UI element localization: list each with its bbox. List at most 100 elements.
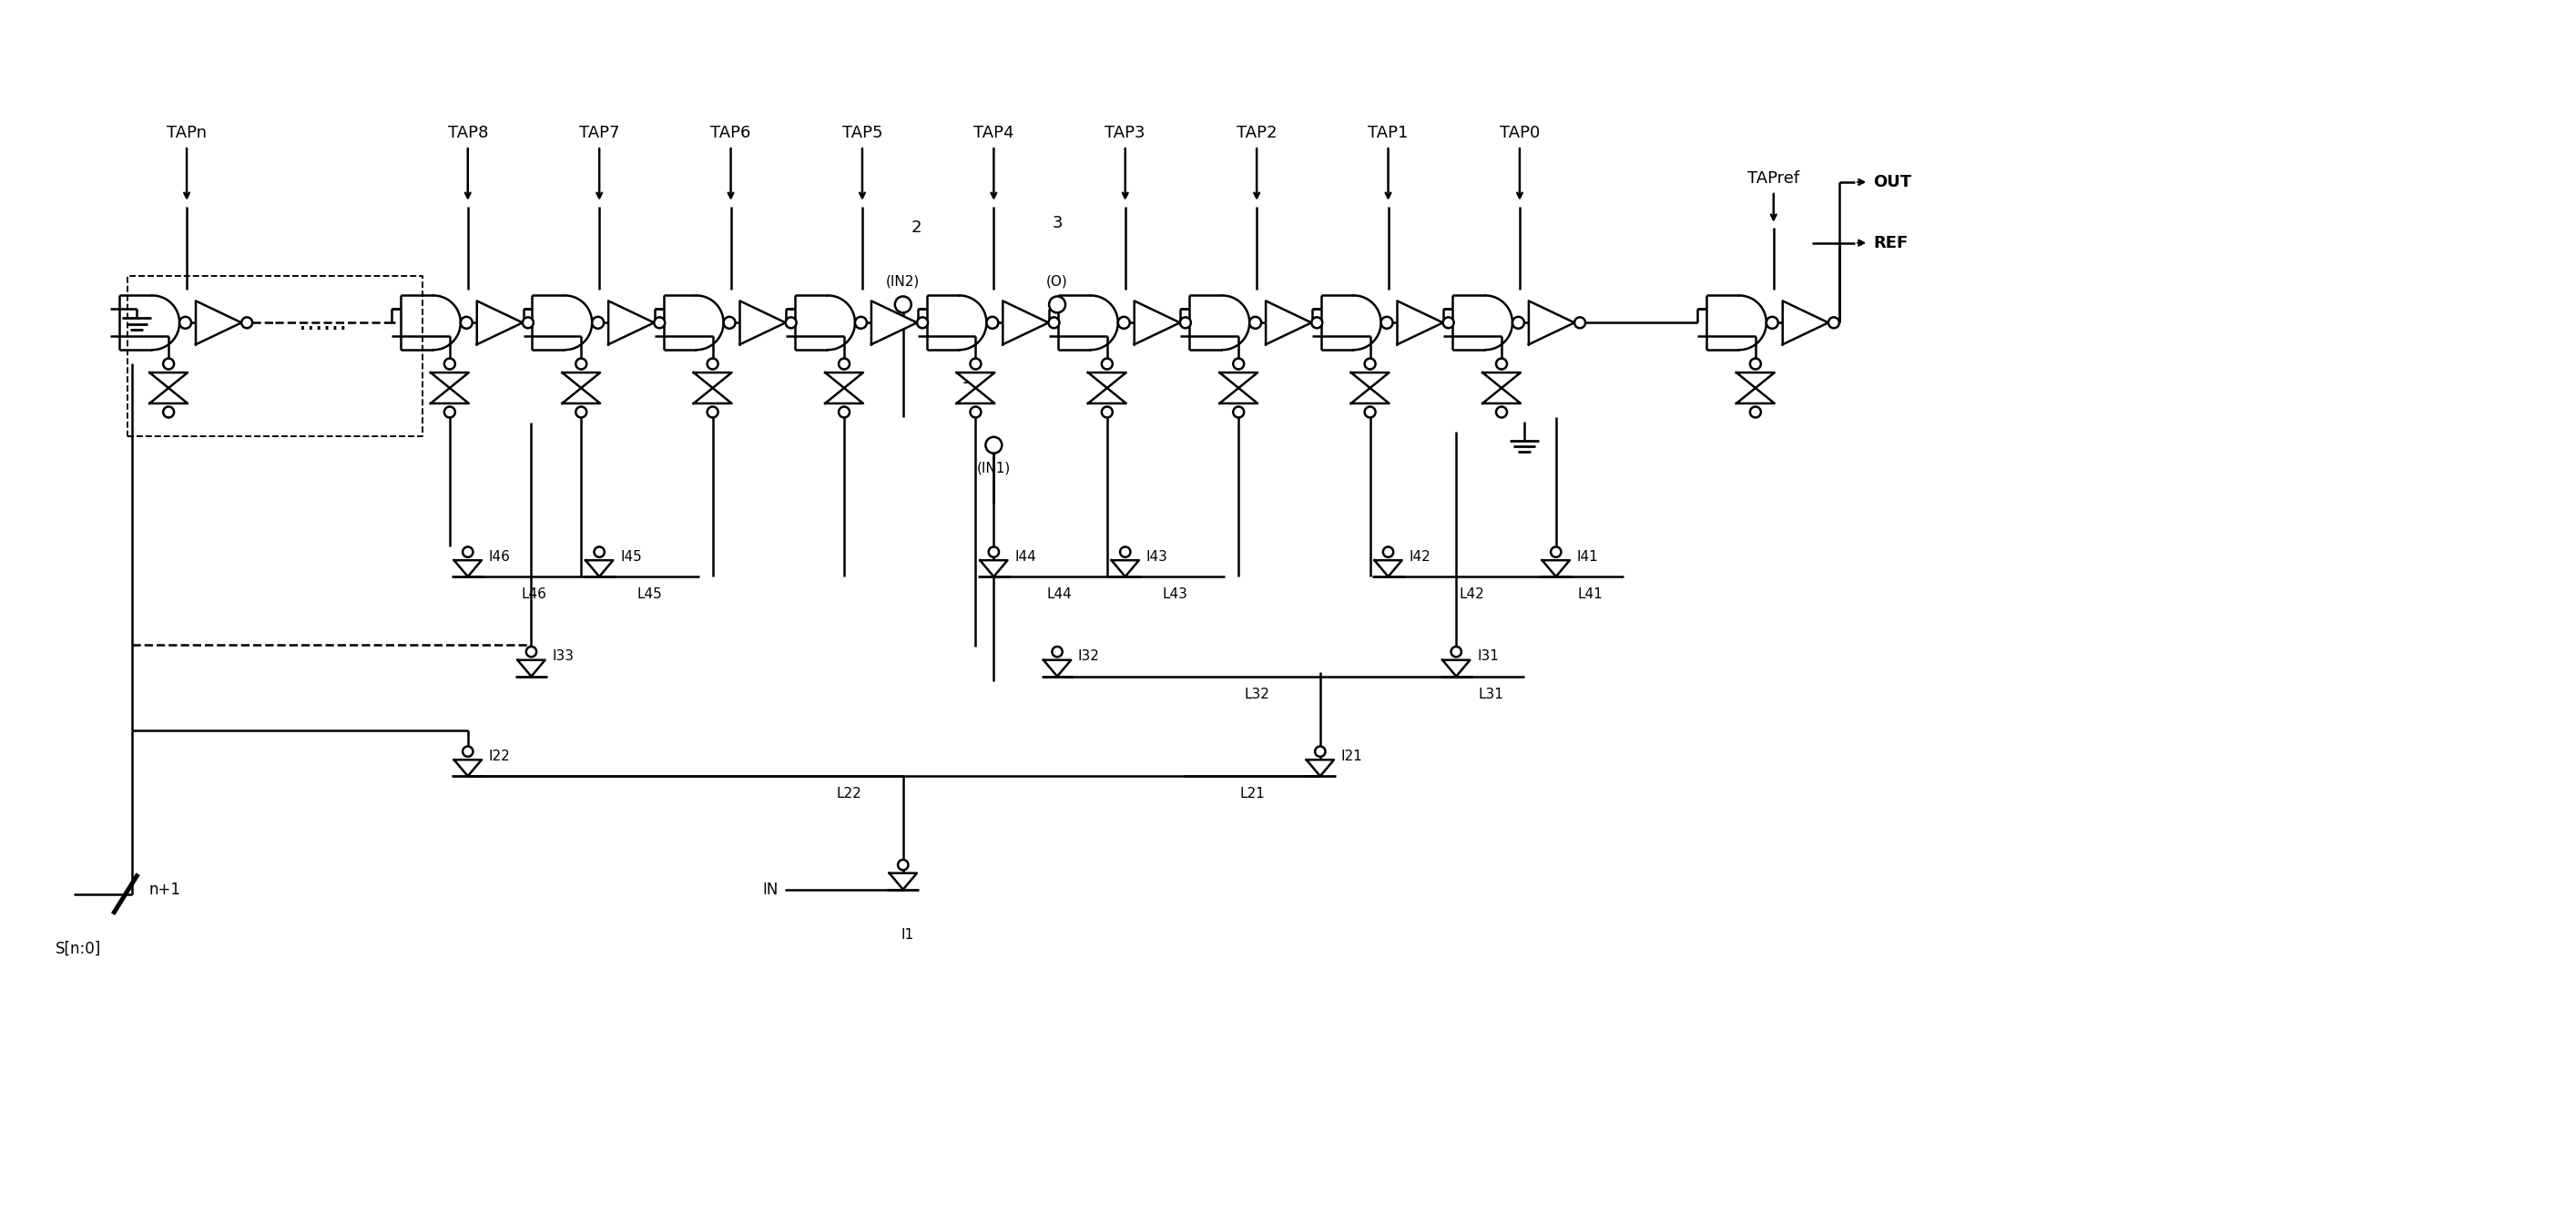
Circle shape — [1048, 296, 1066, 313]
Polygon shape — [453, 760, 482, 776]
Circle shape — [242, 317, 252, 328]
Text: S[n:0]: S[n:0] — [54, 941, 100, 957]
Polygon shape — [1265, 301, 1311, 345]
Text: TAPref: TAPref — [1747, 170, 1801, 187]
Polygon shape — [430, 373, 469, 388]
Circle shape — [1512, 317, 1525, 329]
Text: I46: I46 — [489, 550, 510, 563]
Polygon shape — [1528, 301, 1574, 345]
Polygon shape — [1306, 760, 1334, 776]
Polygon shape — [693, 373, 732, 388]
Text: TAP1: TAP1 — [1368, 125, 1409, 141]
Polygon shape — [585, 560, 613, 577]
Circle shape — [989, 546, 999, 557]
Circle shape — [917, 317, 927, 328]
Circle shape — [595, 546, 605, 557]
Circle shape — [840, 407, 850, 418]
Text: I43: I43 — [1146, 550, 1167, 563]
Circle shape — [1551, 546, 1561, 557]
Circle shape — [162, 358, 175, 369]
Circle shape — [523, 317, 533, 328]
Circle shape — [1048, 317, 1059, 328]
Circle shape — [1311, 317, 1321, 328]
Text: TAP6: TAP6 — [711, 125, 752, 141]
Polygon shape — [1484, 388, 1520, 403]
Polygon shape — [693, 388, 732, 403]
Polygon shape — [430, 388, 469, 403]
Text: 1: 1 — [961, 370, 971, 387]
Circle shape — [840, 358, 850, 369]
Text: TAP8: TAP8 — [448, 125, 487, 141]
Text: TAPn: TAPn — [167, 125, 206, 141]
Text: I33: I33 — [551, 649, 574, 663]
Circle shape — [971, 358, 981, 369]
Circle shape — [574, 358, 587, 369]
Polygon shape — [1443, 660, 1471, 676]
Circle shape — [464, 546, 474, 557]
Polygon shape — [562, 373, 600, 388]
Polygon shape — [824, 388, 863, 403]
Text: IN: IN — [762, 881, 778, 897]
Circle shape — [1574, 317, 1584, 328]
Circle shape — [987, 437, 1002, 453]
Polygon shape — [1043, 660, 1072, 676]
Polygon shape — [1736, 388, 1775, 403]
Text: L22: L22 — [837, 787, 860, 801]
Polygon shape — [979, 560, 1007, 577]
Text: L32: L32 — [1244, 687, 1270, 700]
Text: TAP7: TAP7 — [580, 125, 621, 141]
Polygon shape — [1376, 560, 1401, 577]
Polygon shape — [956, 388, 994, 403]
Text: TAP4: TAP4 — [974, 125, 1015, 141]
Text: (O): (O) — [1046, 274, 1069, 288]
Circle shape — [971, 407, 981, 418]
Circle shape — [724, 317, 734, 329]
Text: I41: I41 — [1577, 550, 1600, 563]
Text: I21: I21 — [1342, 749, 1363, 764]
Circle shape — [708, 407, 719, 418]
Circle shape — [1118, 317, 1131, 329]
Text: TAP2: TAP2 — [1236, 125, 1278, 141]
Text: I22: I22 — [489, 749, 510, 764]
Circle shape — [1121, 546, 1131, 557]
Text: (IN1): (IN1) — [976, 461, 1010, 475]
Text: L46: L46 — [520, 588, 546, 601]
Polygon shape — [1350, 373, 1388, 388]
Polygon shape — [196, 301, 242, 345]
Circle shape — [654, 317, 665, 328]
Text: n+1: n+1 — [149, 881, 180, 897]
Text: 2: 2 — [912, 220, 922, 236]
Circle shape — [1767, 317, 1777, 329]
Circle shape — [1365, 407, 1376, 418]
Text: I45: I45 — [621, 550, 641, 563]
Polygon shape — [956, 373, 994, 388]
Polygon shape — [149, 388, 188, 403]
Text: L21: L21 — [1239, 787, 1265, 801]
Text: L31: L31 — [1479, 687, 1504, 700]
Polygon shape — [608, 301, 654, 345]
Text: L43: L43 — [1162, 588, 1188, 601]
Text: I44: I44 — [1015, 550, 1036, 563]
Circle shape — [1383, 546, 1394, 557]
Circle shape — [899, 860, 909, 870]
Circle shape — [162, 407, 175, 418]
Circle shape — [464, 747, 474, 756]
Polygon shape — [1396, 301, 1443, 345]
Text: L41: L41 — [1577, 588, 1602, 601]
Circle shape — [592, 317, 603, 329]
Text: OUT: OUT — [1873, 174, 1911, 191]
Circle shape — [855, 317, 866, 329]
Polygon shape — [1350, 388, 1388, 403]
Polygon shape — [562, 388, 600, 403]
Circle shape — [1051, 647, 1061, 657]
Circle shape — [443, 407, 456, 418]
Text: I31: I31 — [1476, 649, 1499, 663]
Polygon shape — [1736, 373, 1775, 388]
Polygon shape — [824, 373, 863, 388]
Polygon shape — [1218, 373, 1257, 388]
Polygon shape — [1543, 560, 1569, 577]
Circle shape — [1381, 317, 1394, 329]
Polygon shape — [477, 301, 523, 345]
Text: TAP5: TAP5 — [842, 125, 884, 141]
Circle shape — [1443, 317, 1453, 328]
